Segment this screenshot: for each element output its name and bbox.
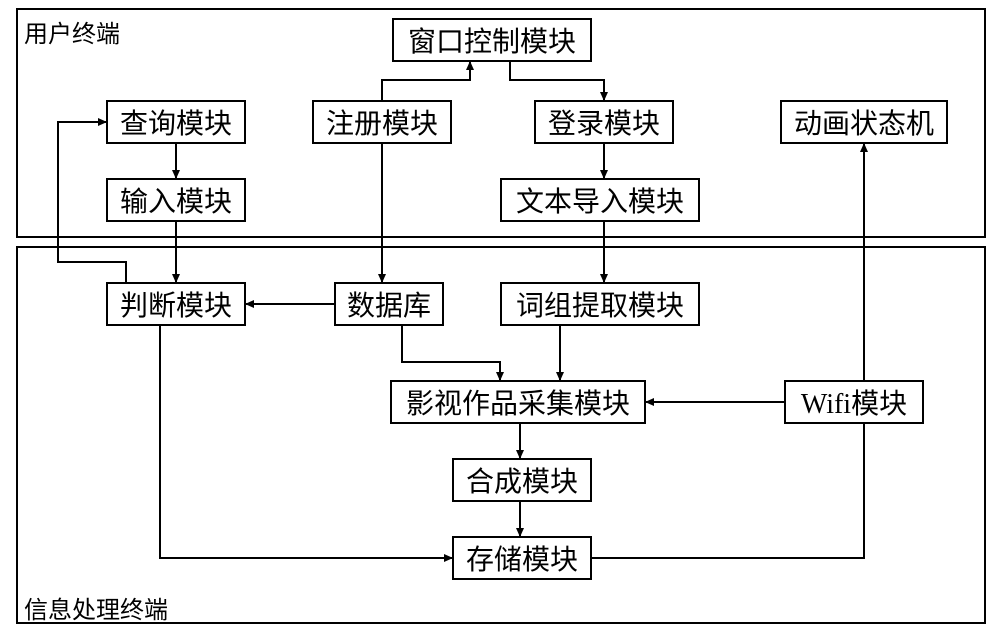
node-text_import: 文本导入模块 bbox=[500, 178, 700, 222]
node-anim: 动画状态机 bbox=[780, 100, 948, 144]
node-database: 数据库 bbox=[334, 282, 444, 326]
panel-label-user_terminal: 用户终端 bbox=[24, 14, 120, 49]
node-phrase: 词组提取模块 bbox=[500, 282, 700, 326]
panel-label-info_terminal: 信息处理终端 bbox=[24, 590, 168, 625]
node-input: 输入模块 bbox=[106, 178, 246, 222]
node-synth: 合成模块 bbox=[452, 458, 592, 502]
node-window_ctrl: 窗口控制模块 bbox=[392, 18, 592, 62]
diagram-canvas: 用户终端信息处理终端 窗口控制模块查询模块 注册模块 登录模块 动画状态机输入模块 文本导… bbox=[0, 0, 1000, 632]
node-query: 查询模块 bbox=[106, 100, 246, 144]
node-register: 注册模块 bbox=[312, 100, 452, 144]
node-storage: 存储模块 bbox=[452, 536, 592, 580]
node-judge: 判断模块 bbox=[106, 282, 246, 326]
node-wifi: Wifi模块 bbox=[784, 380, 924, 424]
node-login: 登录模块 bbox=[534, 100, 674, 144]
node-collect: 影视作品采集模块 bbox=[390, 380, 646, 424]
